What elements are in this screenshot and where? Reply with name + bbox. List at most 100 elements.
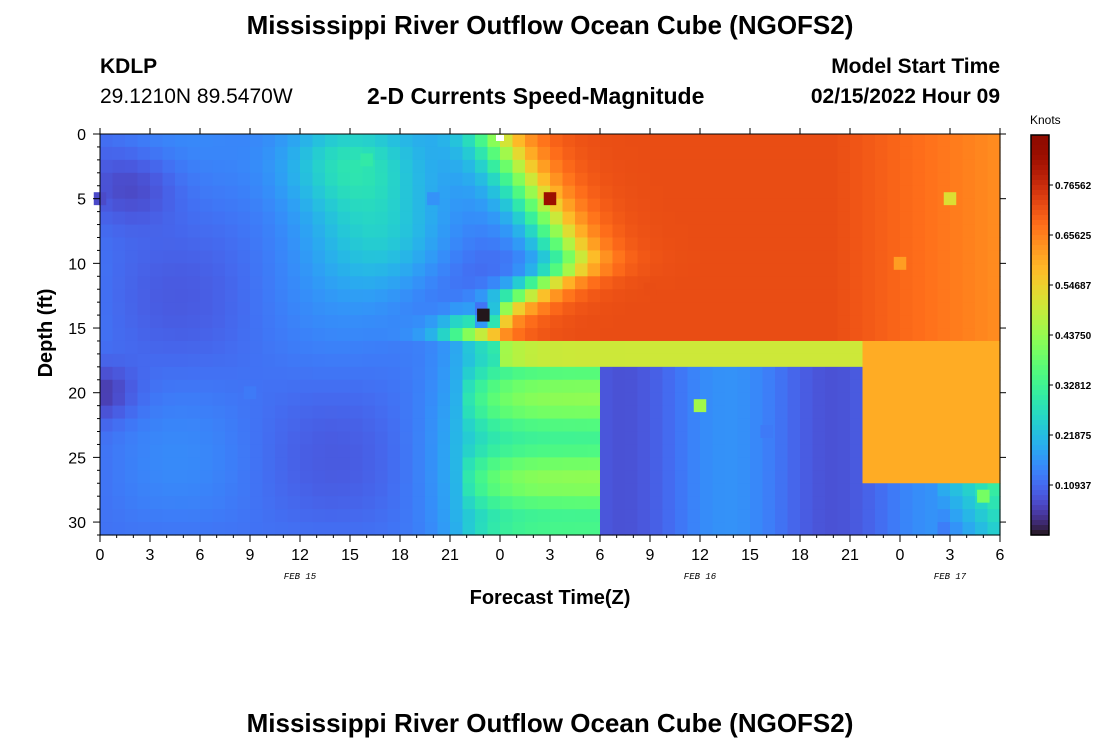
- colorbar-segment: [1031, 290, 1049, 296]
- heatmap-cell: [275, 172, 289, 187]
- heatmap-cell: [625, 366, 639, 381]
- heatmap-cell: [537, 470, 551, 484]
- heatmap-cell: [375, 340, 389, 355]
- heatmap-cell: [450, 509, 464, 523]
- heatmap-cell: [812, 276, 826, 290]
- heatmap-cell: [550, 340, 564, 355]
- heatmap-cell: [250, 224, 264, 239]
- heatmap-cell: [612, 522, 626, 536]
- heatmap-cell: [450, 353, 464, 368]
- heatmap-cell: [100, 328, 114, 342]
- heatmap-cell: [325, 302, 339, 316]
- heatmap-cell: [550, 366, 564, 381]
- heatmap-cell: [787, 263, 801, 277]
- heatmap-cell: [312, 366, 326, 381]
- heatmap-cell: [537, 276, 551, 290]
- heatmap-cell: [537, 457, 551, 471]
- heatmap-cell: [650, 172, 664, 187]
- heatmap-cell: [700, 366, 714, 381]
- heatmap-cell: [350, 289, 364, 303]
- heatmap-cell: [887, 509, 901, 523]
- heatmap-cell: [112, 302, 126, 316]
- x-tick-label: 18: [391, 547, 409, 564]
- heatmap-cell: [812, 353, 826, 368]
- heatmap-cell: [600, 289, 614, 303]
- heatmap-cell: [237, 444, 251, 458]
- x-date-label: FEB 17: [934, 572, 967, 582]
- heatmap-cell: [675, 340, 689, 355]
- heatmap-cell: [612, 340, 626, 355]
- heatmap-cell: [162, 237, 176, 252]
- heatmap-cell: [937, 379, 951, 394]
- heatmap-cell: [837, 392, 851, 407]
- heatmap-cell: [100, 483, 114, 497]
- heatmap-cell: [187, 379, 201, 394]
- heatmap-cell: [362, 198, 376, 213]
- heatmap-cell: [900, 276, 914, 290]
- heatmap-cell: [925, 444, 939, 458]
- heatmap-cell: [162, 250, 176, 264]
- heatmap-cell: [537, 483, 551, 497]
- heatmap-cell: [512, 211, 526, 226]
- heatmap-cell: [900, 289, 914, 303]
- heatmap-cell: [637, 159, 651, 174]
- heatmap-cell: [437, 392, 451, 407]
- heatmap-cell: [912, 444, 926, 458]
- heatmap-cell: [212, 146, 226, 161]
- heatmap-cell: [675, 457, 689, 471]
- heatmap-cell: [450, 418, 464, 433]
- heatmap-cell: [175, 146, 189, 161]
- heatmap-cell: [100, 276, 114, 290]
- heatmap-cell: [912, 405, 926, 420]
- heatmap-cell: [800, 211, 814, 226]
- heatmap-cell: [787, 418, 801, 433]
- heatmap-cell: [175, 470, 189, 484]
- heatmap-cell: [600, 340, 614, 355]
- heatmap-cell: [387, 353, 401, 368]
- heatmap-cell: [725, 250, 739, 264]
- heatmap-cell: [875, 366, 889, 381]
- heatmap-cell: [175, 340, 189, 355]
- heatmap-cell: [262, 211, 276, 226]
- heatmap-cell: [937, 457, 951, 471]
- heatmap-cell: [625, 224, 639, 239]
- heatmap-cell: [887, 457, 901, 471]
- heatmap-cell: [887, 198, 901, 213]
- heatmap-cell: [150, 185, 164, 200]
- heatmap-cell: [637, 379, 651, 394]
- heatmap-cell: [225, 366, 239, 381]
- heatmap-cell: [962, 431, 976, 446]
- heatmap-cell: [137, 366, 151, 381]
- heatmap-cell: [850, 405, 864, 420]
- heatmap-cell: [675, 134, 689, 148]
- heatmap-cell: [862, 302, 876, 316]
- heatmap-cell: [675, 250, 689, 264]
- heatmap-cell: [787, 444, 801, 458]
- heatmap-cell: [275, 470, 289, 484]
- heatmap-cell: [250, 172, 264, 187]
- heatmap-cell: [462, 496, 476, 510]
- heatmap-cell: [137, 172, 151, 187]
- heatmap-cell: [162, 457, 176, 471]
- heatmap-cell: [575, 302, 589, 316]
- heatmap-cell: [825, 172, 839, 187]
- heatmap-cell: [375, 496, 389, 510]
- heatmap-cell: [962, 418, 976, 433]
- heatmap-cell: [825, 185, 839, 200]
- heatmap-cell: [925, 522, 939, 536]
- heatmap-cell: [512, 159, 526, 174]
- heatmap-cell: [262, 159, 276, 174]
- heatmap-cell: [762, 263, 776, 277]
- heatmap-cell: [275, 418, 289, 433]
- colorbar-segment: [1031, 205, 1049, 211]
- heatmap-cell: [237, 185, 251, 200]
- heatmap-cell: [587, 276, 601, 290]
- heatmap-cell: [737, 185, 751, 200]
- heatmap-cell: [750, 496, 764, 510]
- heatmap-cell: [725, 211, 739, 226]
- heatmap-cell: [962, 444, 976, 458]
- heatmap-cell: [575, 315, 589, 329]
- heatmap-cell: [187, 483, 201, 497]
- heatmap-cell: [500, 366, 514, 381]
- heatmap-cell: [825, 470, 839, 484]
